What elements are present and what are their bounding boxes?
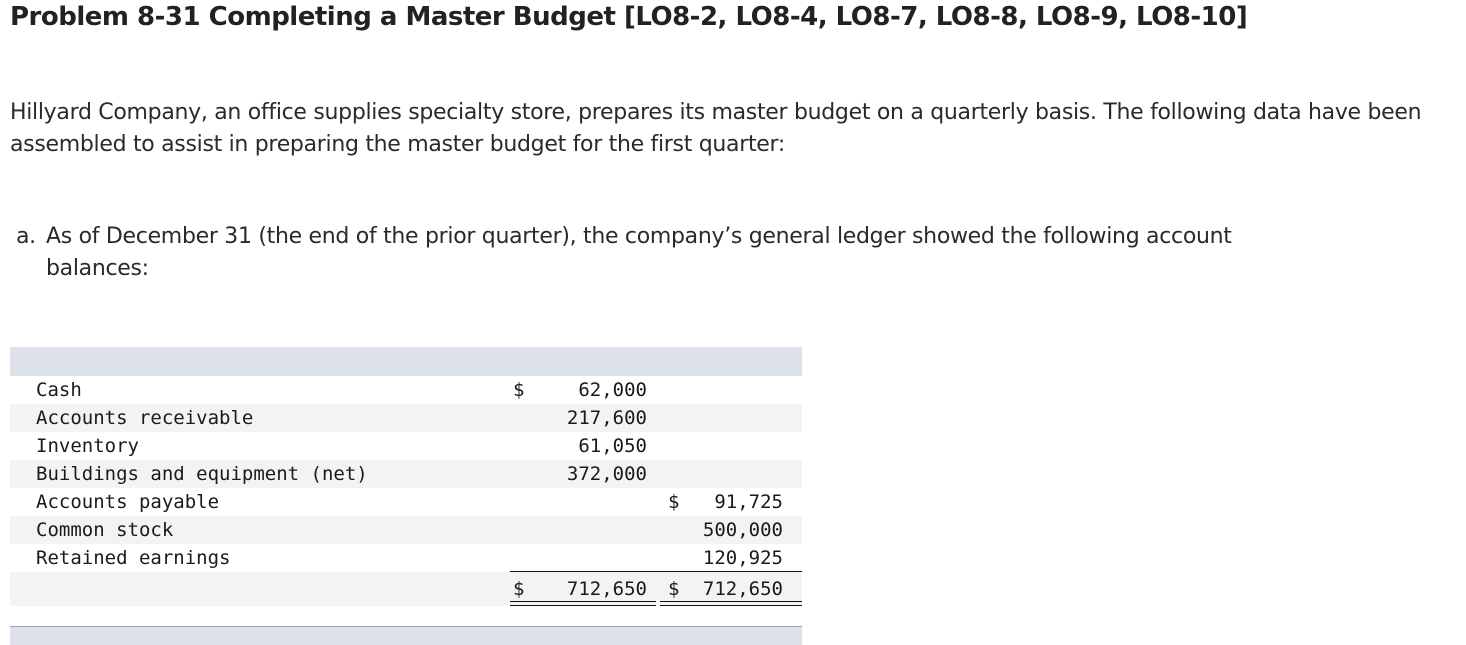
account-name: Buildings and equipment (net)	[36, 463, 368, 485]
debit-dollar-sign: $	[513, 379, 525, 401]
problem-title: Problem 8-31 Completing a Master Budget …	[10, 2, 1248, 32]
total-credit-double-rule	[660, 601, 802, 606]
account-name: Retained earnings	[36, 547, 231, 569]
intro-paragraph: Hillyard Company, an office supplies spe…	[10, 100, 1422, 157]
ledger-row-inventory: Inventory 61,050	[10, 432, 802, 460]
item-a-marker: a.	[16, 224, 36, 249]
ledger-row-common-stock: Common stock 500,000	[10, 516, 802, 544]
ledger-row-cash: Cash $ 62,000	[10, 376, 802, 404]
item-a-text-line2: balances:	[46, 256, 149, 281]
credit-amount: 91,725	[714, 491, 783, 513]
item-a-paragraph: a. As of December 31 (the end of the prio…	[16, 221, 1446, 285]
credit-amount: 500,000	[702, 519, 783, 541]
account-name: Cash	[36, 379, 82, 401]
debit-amount: 217,600	[566, 407, 647, 429]
ledger-total-row: $ 712,650 $ 712,650	[10, 572, 802, 606]
debit-amount: 62,000	[578, 379, 647, 401]
debit-subtotal-rule	[510, 571, 656, 572]
ledger-row-buildings-equipment: Buildings and equipment (net) 372,000	[10, 460, 802, 488]
total-debit-double-rule	[510, 601, 656, 606]
credit-subtotal-rule	[656, 571, 802, 572]
account-name: Accounts receivable	[36, 407, 254, 429]
ledger-row-retained-earnings: Retained earnings 120,925	[10, 544, 802, 572]
debit-amount: 61,050	[578, 435, 647, 457]
ledger-header-bar	[10, 347, 802, 376]
ledger-table: Cash $ 62,000 Accounts receivable 217,60…	[10, 347, 802, 606]
ledger-footer-bar	[10, 626, 802, 645]
credit-amount: 120,925	[702, 547, 783, 569]
account-name: Inventory	[36, 435, 139, 457]
total-debit-dollar-sign: $	[513, 578, 525, 600]
account-name: Common stock	[36, 519, 174, 541]
ledger-row-accounts-receivable: Accounts receivable 217,600	[10, 404, 802, 432]
account-name: Accounts payable	[36, 491, 220, 513]
credit-dollar-sign: $	[668, 491, 680, 513]
total-debit-amount: 712,650	[566, 578, 647, 600]
total-credit-dollar-sign: $	[668, 578, 680, 600]
total-credit-amount: 712,650	[702, 578, 783, 600]
debit-amount: 372,000	[566, 463, 647, 485]
ledger-row-accounts-payable: Accounts payable $ 91,725	[10, 488, 802, 516]
item-a-text-line1: As of December 31 (the end of the prior …	[46, 224, 1232, 249]
